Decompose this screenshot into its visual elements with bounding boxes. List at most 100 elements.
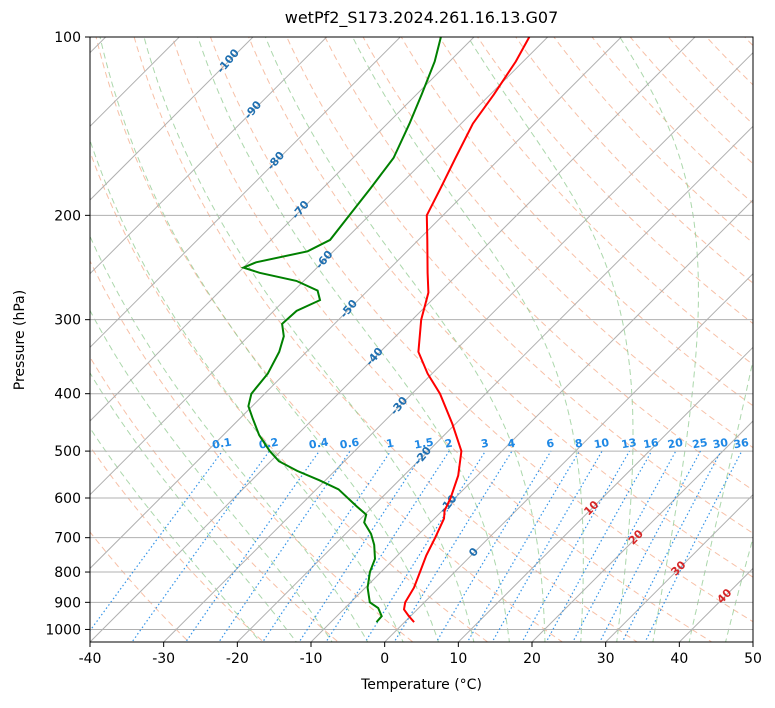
mixing-ratio-line: [545, 450, 653, 642]
isotherm: [90, 37, 475, 422]
isotherm: [90, 37, 254, 201]
mixing-ratio-line: [393, 450, 513, 642]
mixing-ratio-line: [435, 450, 552, 642]
isotherm: [310, 199, 753, 642]
chart-title: wetPf2_S173.2024.261.16.13.G07: [284, 8, 559, 27]
dewpoint-line: [240, 37, 442, 623]
y-tick-label: 1000: [45, 622, 81, 638]
y-tick-label: 800: [54, 565, 81, 581]
isotherm: [383, 272, 753, 642]
moist-adiabat: [143, 37, 475, 642]
mixing-ratio-line: [298, 450, 425, 642]
y-tick-label: 600: [54, 491, 81, 507]
dry-adiabat: [705, 37, 753, 86]
mixing-ratio-label: 1.5: [413, 436, 434, 452]
dry-adiabat-label: 30: [669, 558, 689, 578]
moist-adiabat: [725, 536, 753, 642]
y-tick-label: 500: [54, 444, 81, 460]
x-axis-label: Temperature (°C): [361, 677, 482, 693]
isotherm: [90, 37, 696, 642]
y-tick-label: 900: [54, 595, 81, 611]
dry-adiabat: [90, 531, 190, 642]
x-tick-label: 10: [449, 651, 467, 667]
dry-adiabat: [515, 37, 753, 284]
moist-adiabat: [467, 37, 634, 642]
dry-adiabat: [90, 445, 265, 642]
temperature-line: [402, 37, 531, 623]
mixing-ratio-label: 2: [444, 437, 454, 451]
y-tick-label: 300: [54, 313, 81, 329]
mixing-ratio-label: 6: [545, 437, 555, 451]
y-tick-label: 700: [54, 531, 81, 547]
x-tick-label: 50: [744, 651, 762, 667]
isotherm: [90, 37, 623, 570]
dry-adiabat: [743, 37, 753, 47]
dry-adiabat: [553, 37, 753, 244]
mixing-ratio-label: 0.4: [308, 436, 330, 452]
dry-adiabat: [286, 37, 753, 534]
mixing-ratio-line: [90, 450, 223, 632]
mixing-ratio-label: 30: [712, 436, 730, 452]
mixing-ratio-line: [491, 450, 603, 642]
mixing-ratio-line: [131, 450, 270, 642]
isotherm: [90, 37, 328, 275]
moist-adiabat: [90, 309, 333, 642]
x-tick-label: 30: [597, 651, 615, 667]
x-tick-label: -30: [152, 651, 175, 667]
mixing-ratio-line: [325, 450, 450, 642]
isotherm: [162, 51, 753, 642]
dry-adiabat: [90, 356, 339, 642]
mixing-ratio-label: 10: [593, 436, 611, 452]
isotherm: [90, 37, 181, 128]
mixing-ratio-label: 13: [620, 436, 637, 451]
isotherm: [604, 493, 753, 642]
mixing-ratio-label: 36: [733, 436, 751, 452]
mixing-ratio-label: 20: [667, 436, 685, 452]
dry-adiabat: [438, 37, 753, 366]
mixing-ratio-line: [218, 450, 351, 642]
plot-frame: [89, 36, 754, 643]
dry-adiabat: [667, 37, 753, 125]
isotherm: [457, 346, 753, 642]
x-tick-label: -40: [79, 651, 102, 667]
mixing-ratio-line: [644, 450, 743, 642]
dry-adiabat: [133, 37, 638, 642]
isotherm: [531, 420, 753, 642]
mixing-ratio-label: 0.1: [211, 436, 232, 452]
moist-adiabat: [688, 357, 753, 642]
mixing-ratio-label: 25: [691, 436, 708, 451]
dry-adiabat: [629, 37, 753, 165]
mixing-ratio-line: [599, 450, 702, 642]
y-tick-label: 400: [54, 387, 81, 403]
dry-adiabat: [209, 37, 753, 623]
x-tick-label: -20: [226, 651, 249, 667]
dry-adiabat: [171, 37, 713, 642]
moist-adiabat: [90, 235, 369, 642]
x-tick-label: 0: [380, 651, 389, 667]
moist-adiabat: [352, 37, 584, 642]
dry-adiabat-label: 40: [714, 586, 734, 606]
mixing-ratio-label: 4: [507, 437, 517, 451]
mixing-ratio-line: [185, 450, 320, 642]
isotherm: [678, 567, 753, 642]
y-tick-label: 200: [54, 208, 81, 224]
isotherm-label: -100: [214, 46, 242, 76]
mixing-ratio-line: [466, 450, 580, 642]
dry-adiabat: [476, 37, 753, 325]
moist-adiabat: [90, 427, 261, 642]
y-axis-label: Pressure (hPa): [12, 289, 28, 391]
dry-adiabat-label: 10: [581, 498, 601, 518]
dry-adiabat: [95, 37, 564, 642]
moist-adiabat: [90, 371, 297, 642]
isotherm: [236, 125, 753, 642]
dry-adiabat: [90, 150, 489, 642]
mixing-ratio-line: [364, 450, 486, 642]
mixing-ratio-label: 3: [480, 437, 490, 451]
moist-adiabat: [264, 37, 546, 642]
y-tick-label: 100: [54, 30, 81, 46]
dry-adiabat: [90, 259, 414, 642]
mixing-ratio-label: 1: [385, 437, 395, 451]
mixing-ratio-line: [262, 450, 392, 642]
